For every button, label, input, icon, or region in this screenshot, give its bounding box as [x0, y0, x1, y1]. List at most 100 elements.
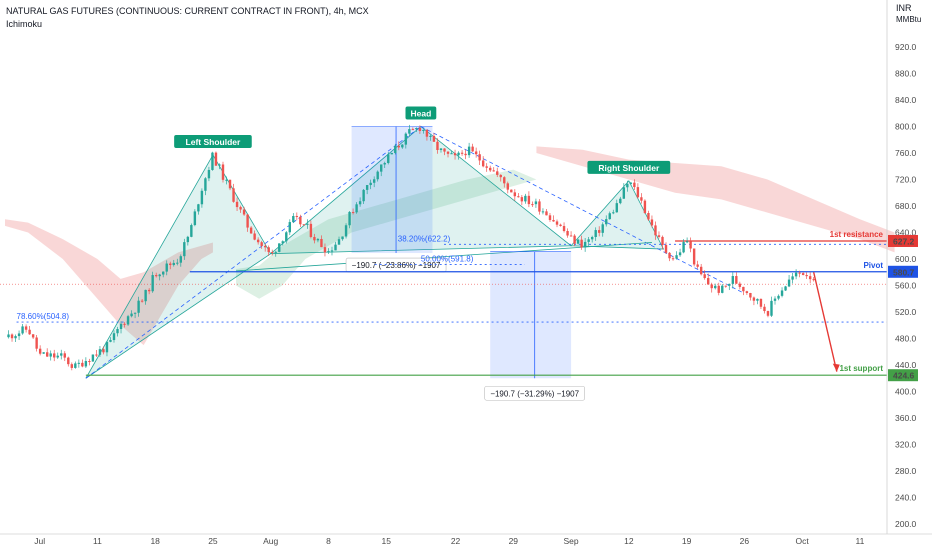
candle-body: [228, 179, 232, 189]
candle-body: [626, 183, 629, 188]
candle-body: [105, 341, 109, 353]
candle-body: [647, 213, 650, 220]
candle-body: [661, 236, 664, 246]
candle-body: [728, 283, 731, 286]
candle-body: [235, 201, 239, 208]
candle-body: [302, 224, 306, 226]
candle-body: [657, 235, 661, 237]
candle-body: [534, 201, 538, 205]
candle-body: [263, 245, 267, 248]
x-tick-label: 25: [208, 536, 218, 546]
candle-body: [313, 236, 316, 241]
candle-body: [446, 151, 450, 154]
candle-body: [731, 276, 735, 284]
candle-body: [478, 154, 481, 161]
fib-label: 50.00%(591.8): [421, 254, 474, 263]
candle-body: [126, 316, 130, 325]
candle-body: [179, 256, 183, 263]
candle-body: [56, 355, 59, 358]
candle-body: [678, 252, 682, 256]
candle-body: [116, 329, 119, 334]
candle-body: [696, 264, 699, 267]
candle-body: [548, 215, 552, 220]
candle-body: [295, 215, 299, 217]
candle-body: [186, 236, 190, 243]
candle-body: [643, 200, 647, 214]
candle-body: [675, 255, 678, 259]
candle-body: [95, 354, 98, 356]
candle-body: [281, 241, 284, 244]
candle-body: [805, 274, 808, 277]
x-tick-label: 12: [624, 536, 634, 546]
candle-body: [14, 336, 17, 339]
candle-body: [636, 187, 640, 198]
candle-body: [330, 250, 334, 252]
candle-body: [242, 209, 246, 215]
measure-label: −190.7 (−31.29%) −1907: [490, 389, 579, 398]
ichimoku-cloud-bullish: [236, 169, 537, 299]
candle-body: [42, 352, 45, 354]
candle-body: [344, 225, 348, 237]
candle-body: [619, 198, 622, 204]
candle-body: [460, 152, 464, 154]
candle-body: [443, 148, 446, 152]
candle-body: [88, 361, 91, 363]
y-tick-label: 560.0: [895, 281, 917, 291]
candle-body: [144, 289, 147, 302]
candle-body: [394, 145, 397, 154]
candle-body: [24, 326, 28, 330]
candle-body: [745, 291, 749, 294]
candle-body: [260, 242, 263, 246]
candle-body: [45, 352, 49, 357]
pattern-triangle: [85, 154, 272, 379]
candle-body: [608, 213, 611, 220]
candle-body: [133, 312, 137, 314]
candle-body: [190, 225, 193, 237]
candle-body: [559, 224, 562, 227]
candle-body: [372, 179, 376, 183]
candle-body: [798, 272, 801, 274]
candle-body: [140, 300, 144, 302]
price-box: [888, 369, 918, 382]
candle-body: [773, 298, 777, 301]
candle-body: [119, 323, 123, 330]
candle-body: [503, 177, 506, 184]
candle-body: [520, 197, 524, 202]
ichimoku-cloud-bearish: [5, 219, 213, 346]
y-tick-label: 680.0: [895, 201, 917, 211]
candle-body: [246, 214, 249, 228]
candle-body: [112, 333, 116, 341]
y-tick-label: 440.0: [895, 360, 917, 370]
x-tick-label: 11: [855, 536, 864, 546]
x-tick-label: 26: [740, 536, 750, 546]
measure-box: [351, 126, 433, 254]
candle-body: [365, 185, 369, 190]
candle-body: [721, 285, 724, 293]
candle-body: [742, 286, 745, 292]
candle-body: [724, 285, 727, 287]
candle-body: [390, 153, 393, 155]
candle-body: [137, 300, 140, 313]
pattern-label-bg: [587, 160, 671, 174]
candle-body: [506, 183, 509, 190]
candle-body: [418, 128, 422, 131]
y-tick-label: 400.0: [895, 387, 917, 397]
candle-body: [432, 135, 436, 142]
candle-body: [306, 223, 309, 225]
candle-body: [207, 169, 211, 179]
pattern-label-text: Left Shoulder: [186, 137, 241, 147]
y-tick-label: 720.0: [895, 175, 917, 185]
y-tick-label: 880.0: [895, 69, 917, 79]
candle-body: [387, 154, 390, 163]
candle-body: [323, 247, 327, 253]
fib-label: 38.20%(622.2): [398, 234, 451, 243]
candle-body: [17, 333, 21, 337]
candle-body: [707, 278, 710, 285]
candle-body: [397, 145, 400, 148]
candle-body: [545, 211, 548, 216]
y-tick-label: 280.0: [895, 466, 917, 476]
pattern-triangle: [269, 125, 573, 255]
candle-body: [566, 231, 569, 236]
